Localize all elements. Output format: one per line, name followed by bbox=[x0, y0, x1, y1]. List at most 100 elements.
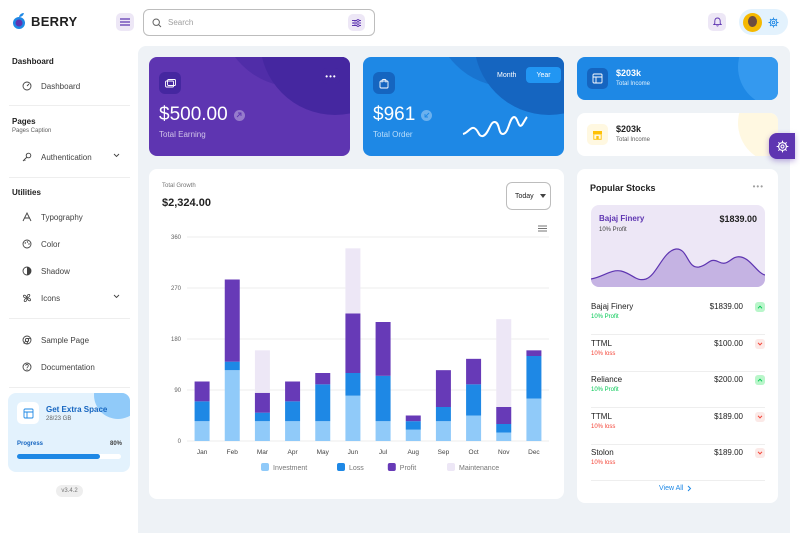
y-tick-label: 90 bbox=[174, 388, 181, 394]
bar-segment-investment bbox=[496, 432, 512, 441]
sidebar-item-typography[interactable]: Typography bbox=[12, 206, 128, 228]
chevron-up-icon bbox=[755, 302, 765, 312]
sidebar-item-authentication[interactable]: Authentication bbox=[12, 146, 128, 168]
settings-gear-icon bbox=[768, 17, 779, 27]
y-tick-label: 360 bbox=[171, 235, 182, 241]
legend-swatch bbox=[447, 463, 455, 471]
stocks-title: Popular Stocks bbox=[590, 183, 656, 193]
bar-segment-investment bbox=[466, 415, 482, 441]
stock-value: $1839.00 bbox=[709, 302, 743, 311]
sidebar-divider bbox=[9, 105, 130, 106]
legend-swatch bbox=[337, 463, 345, 471]
sidebar-item-documentation[interactable]: Documentation bbox=[12, 356, 128, 378]
stock-change: 10% Profit bbox=[591, 314, 619, 320]
bar-segment-profit bbox=[466, 358, 482, 385]
notification-button[interactable] bbox=[708, 13, 726, 31]
profile-menu-button[interactable] bbox=[739, 9, 788, 35]
featured-stock-name: Bajaj Finery bbox=[599, 214, 645, 223]
stock-change: 10% Profit bbox=[591, 387, 619, 393]
earning-icon-box bbox=[159, 72, 181, 94]
y-tick-label: 0 bbox=[178, 439, 182, 445]
nav-caption-pages: Pages bbox=[12, 117, 36, 126]
bar-segment-investment bbox=[194, 421, 210, 441]
nav-caption-utilities: Utilities bbox=[12, 188, 41, 197]
palette-icon bbox=[22, 239, 32, 249]
shadow-icon bbox=[22, 266, 32, 276]
sidebar-item-dashboard[interactable]: Dashboard bbox=[12, 75, 128, 97]
search-input[interactable] bbox=[168, 18, 338, 27]
view-all-link[interactable]: View All bbox=[659, 485, 692, 492]
x-tick-label: Nov bbox=[498, 449, 510, 456]
legend-label: Investment bbox=[273, 465, 307, 472]
bar-segment-loss bbox=[194, 401, 210, 422]
bar-segment-loss bbox=[405, 421, 421, 430]
stock-name: Stolon bbox=[591, 448, 614, 457]
sidebar-item-label: Icons bbox=[41, 293, 61, 303]
bar-segment-loss bbox=[496, 424, 512, 433]
berry-logo-icon bbox=[13, 13, 25, 29]
stock-row[interactable]: Stolon 10% loss $189.00 bbox=[591, 445, 765, 481]
featured-stock-value: $1839.00 bbox=[719, 214, 757, 224]
view-all-label: View All bbox=[659, 485, 684, 492]
earning-label: Total Earning bbox=[159, 130, 206, 139]
earning-value-row: $500.00 bbox=[159, 104, 245, 126]
stock-name: Bajaj Finery bbox=[591, 302, 634, 311]
toggle-month[interactable]: Month bbox=[497, 71, 517, 79]
stock-row[interactable]: TTML 10% loss $100.00 bbox=[591, 336, 765, 372]
sidebar-divider bbox=[9, 177, 130, 178]
sidebar-item-shadow[interactable]: Shadow bbox=[12, 260, 128, 282]
featured-stock-area-chart bbox=[591, 248, 765, 287]
x-tick-label: Jun bbox=[348, 449, 359, 456]
customization-fab[interactable] bbox=[769, 133, 795, 159]
menu-icon bbox=[120, 18, 130, 26]
toggle-year[interactable]: Year bbox=[526, 67, 561, 83]
stock-value: $189.00 bbox=[714, 411, 743, 421]
bar-segment-investment bbox=[315, 421, 331, 441]
progress-track bbox=[17, 454, 121, 459]
chevron-right-icon bbox=[688, 485, 692, 492]
stocks-more-button[interactable]: ••• bbox=[753, 182, 764, 191]
order-value-row: $961 bbox=[373, 104, 433, 126]
nav-caption-dashboard: Dashboard bbox=[12, 57, 54, 66]
income-value: $203k bbox=[616, 68, 642, 78]
progress-value: 80% bbox=[109, 441, 122, 447]
bar-segment-investment bbox=[405, 429, 421, 441]
popular-stocks-card: Popular Stocks ••• Bajaj Finery $1839.00… bbox=[577, 169, 778, 503]
x-tick-label: Mar bbox=[257, 449, 269, 456]
chevron-down-icon bbox=[113, 153, 120, 158]
extra-space-title: Get Extra Space bbox=[46, 405, 108, 414]
search-filter-button[interactable] bbox=[348, 14, 365, 31]
period-select[interactable]: Today bbox=[506, 182, 551, 210]
x-tick-label: Jan bbox=[197, 449, 208, 456]
sidebar-item-sample-page[interactable]: Sample Page bbox=[12, 329, 128, 351]
stock-row[interactable]: Reliance 10% Profit $200.00 bbox=[591, 372, 765, 408]
total-growth-card: Total Growth $2,324.00 Today 0 90 180 270 36… bbox=[149, 169, 564, 499]
featured-stock: Bajaj Finery $1839.00 10% Profit bbox=[591, 205, 765, 287]
search-bar bbox=[143, 9, 375, 36]
stock-row[interactable]: Bajaj Finery 10% Profit $1839.00 bbox=[591, 299, 765, 335]
decorative-circle bbox=[474, 57, 564, 115]
stock-row[interactable]: TTML 10% loss $189.00 bbox=[591, 409, 765, 445]
earning-more-button[interactable]: ••• bbox=[322, 68, 340, 84]
order-value: $961 bbox=[373, 104, 416, 125]
menu-toggle-button[interactable] bbox=[116, 13, 134, 31]
bar-segment-profit bbox=[194, 381, 210, 402]
chart-menu-icon[interactable] bbox=[538, 225, 547, 232]
sidebar-item-color[interactable]: Color bbox=[12, 233, 128, 255]
sidebar-divider bbox=[9, 387, 130, 388]
brand-logo[interactable]: BERRY bbox=[11, 12, 78, 30]
credit-card-icon bbox=[164, 78, 176, 87]
bar-segment-profit bbox=[315, 373, 331, 385]
bar-segment-maintenance bbox=[254, 350, 270, 393]
income-icon-box bbox=[587, 124, 608, 145]
stock-change: 10% loss bbox=[591, 350, 616, 357]
windmill-icon bbox=[22, 293, 32, 303]
bar-segment-maintenance bbox=[345, 248, 361, 314]
chevron-down-icon bbox=[113, 294, 120, 299]
sidebar-item-icons[interactable]: Icons bbox=[12, 287, 128, 309]
bar-segment-maintenance bbox=[496, 319, 512, 407]
order-icon-box bbox=[373, 72, 395, 94]
legend-label: Maintenance bbox=[459, 465, 499, 472]
brand-chrome-icon bbox=[22, 335, 32, 345]
bar-segment-profit bbox=[345, 313, 361, 373]
